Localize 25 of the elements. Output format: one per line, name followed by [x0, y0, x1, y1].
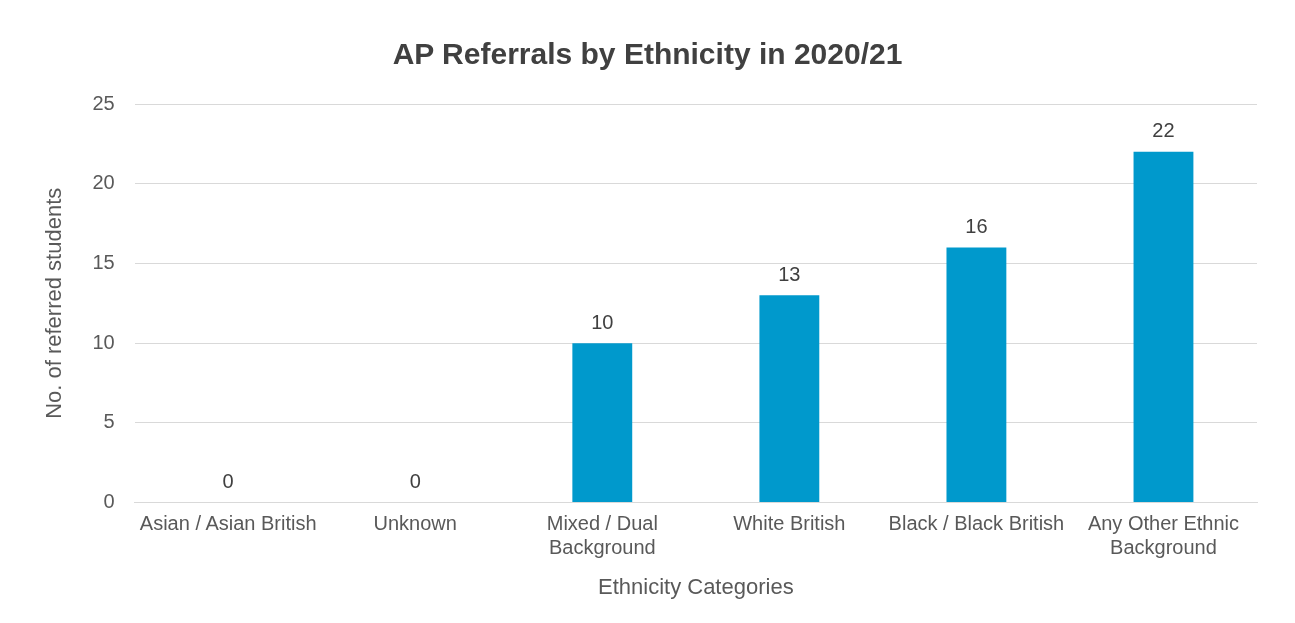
data-label: 16 — [965, 215, 988, 238]
x-tick-label: Black / Black British — [888, 512, 1065, 535]
x-tick-label: Unknown — [373, 512, 457, 535]
bar — [1133, 151, 1194, 503]
data-label: 10 — [591, 310, 614, 333]
y-tick-label: 10 — [92, 330, 115, 353]
y-tick-label: 25 — [92, 91, 115, 114]
bar — [946, 247, 1007, 503]
bar — [572, 343, 633, 503]
y-axis-title: No. of referred students — [41, 187, 67, 419]
y-tick-label: 0 — [103, 490, 115, 513]
y-tick-label: 15 — [92, 250, 115, 273]
data-label: 13 — [778, 262, 801, 285]
data-label: 0 — [222, 470, 234, 493]
x-axis-title: Ethnicity Categories — [597, 573, 794, 599]
x-tick-label: White British — [733, 512, 846, 535]
x-tick-label: Any Other Ethnic Background — [1087, 512, 1240, 559]
x-tick-label: Asian / Asian British — [139, 512, 317, 535]
data-label: 22 — [1152, 119, 1175, 142]
data-label: 0 — [409, 470, 421, 493]
y-tick-label: 20 — [92, 171, 115, 194]
chart-title: AP Referrals by Ethnicity in 2020/21 — [392, 37, 903, 71]
x-tick-label: Mixed / Dual Background — [546, 512, 658, 559]
bar — [759, 295, 820, 503]
y-tick-label: 5 — [103, 410, 115, 433]
